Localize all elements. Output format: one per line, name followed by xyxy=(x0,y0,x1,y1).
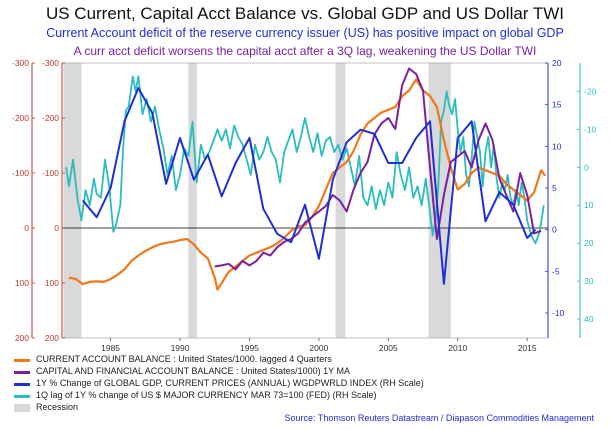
x-tick-label: 1985 xyxy=(101,343,120,353)
y-right-outer-tick-label: 40 xyxy=(584,314,594,324)
source-note: Source: Thomson Reuters Datastream / Dia… xyxy=(284,413,594,423)
legend-swatch-capital-account xyxy=(14,371,30,374)
y-right-outer-tick-label: -10 xyxy=(584,124,597,134)
chart-legend: CURRENT ACCOUNT BALANCE : United States/… xyxy=(14,354,574,414)
y-right-outer-tick-label: -20 xyxy=(584,86,597,96)
y-right-tick-label: -5 xyxy=(552,266,560,276)
y-tick-label: -300 xyxy=(42,58,59,68)
y-right-outer-tick-label: 20 xyxy=(584,238,594,248)
legend-item-capital-account: CAPITAL AND FINANCIAL ACCOUNT BALANCE : … xyxy=(14,366,574,378)
y-tick-label: -300 xyxy=(12,58,29,68)
x-tick-label: 1990 xyxy=(171,343,190,353)
recession-band xyxy=(428,63,451,338)
y-right-outer-tick-label: 10 xyxy=(584,200,594,210)
legend-swatch-current-account xyxy=(14,359,30,362)
recession-band xyxy=(188,63,197,338)
y-tick-label: 0 xyxy=(54,223,59,233)
series-line-global-gdp xyxy=(82,87,537,285)
y-tick-label: 200 xyxy=(15,333,29,343)
y-tick-label: -100 xyxy=(42,168,59,178)
y-tick-label: 100 xyxy=(45,278,59,288)
plot-frame xyxy=(61,62,549,339)
x-tick-label: 2005 xyxy=(379,343,398,353)
y-right-tick-label: 15 xyxy=(552,100,562,110)
y-right-tick-label: 10 xyxy=(552,141,562,151)
x-tick-label: 2015 xyxy=(518,343,537,353)
x-tick-label: 1995 xyxy=(240,343,259,353)
chart-subtitle: Current Account deficit of the reserve c… xyxy=(46,26,564,40)
legend-label-current-account: CURRENT ACCOUNT BALANCE : United States/… xyxy=(36,354,332,364)
y-right-outer-tick-label: 0 xyxy=(584,162,589,172)
x-tick-label: 2010 xyxy=(448,343,467,353)
series-line-current-account xyxy=(68,78,547,291)
y-right-tick-label: 20 xyxy=(552,58,562,68)
legend-swatch-dollar-twi xyxy=(14,395,30,398)
legend-swatch-recession xyxy=(14,404,30,412)
y-right-outer-tick-label: 30 xyxy=(584,276,594,286)
chart-subtitle-2: A curr acct deficit worsens the capital … xyxy=(73,44,537,58)
legend-label-capital-account: CAPITAL AND FINANCIAL ACCOUNT BALANCE : … xyxy=(36,366,350,376)
y-right-tick-label: 5 xyxy=(552,183,557,193)
legend-swatch-global-gdp xyxy=(14,383,30,386)
legend-label-global-gdp: 1Y % Change of GLOBAL GDP, CURRENT PRICE… xyxy=(36,378,424,388)
legend-item-dollar-twi: 1Q lag of 1Y % change of US $ MAJOR CURR… xyxy=(14,390,574,402)
y-tick-label: -200 xyxy=(42,113,59,123)
series-line-capital-account xyxy=(214,67,542,271)
y-right-tick-label: -10 xyxy=(552,308,565,318)
chart-title: US Current, Capital Acct Balance vs. Glo… xyxy=(45,4,565,23)
x-tick-label: 2000 xyxy=(309,343,328,353)
legend-item-global-gdp: 1Y % Change of GLOBAL GDP, CURRENT PRICE… xyxy=(14,378,574,390)
legend-label-recession: Recession xyxy=(36,402,79,412)
legend-item-current-account: CURRENT ACCOUNT BALANCE : United States/… xyxy=(14,354,574,366)
recession-band xyxy=(63,63,82,338)
legend-label-dollar-twi: 1Q lag of 1Y % change of US $ MAJOR CURR… xyxy=(36,390,377,400)
y-tick-label: 0 xyxy=(24,223,29,233)
legend-item-recession: Recession xyxy=(14,402,574,414)
y-right-tick-label: 0 xyxy=(552,225,557,235)
y-tick-label: 200 xyxy=(45,333,59,343)
y-tick-label: -200 xyxy=(12,113,29,123)
y-tick-label: 100 xyxy=(15,278,29,288)
series-line-dollar-twi xyxy=(65,75,545,245)
y-tick-label: -100 xyxy=(12,168,29,178)
